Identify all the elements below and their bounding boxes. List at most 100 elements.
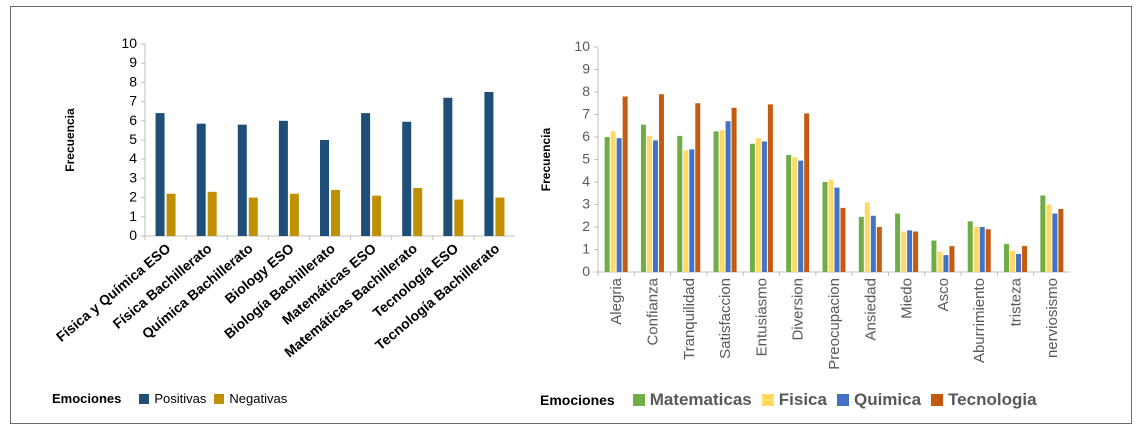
y-tick-label: 3 bbox=[129, 169, 137, 185]
y-tick-label: 2 bbox=[582, 218, 590, 234]
legend-swatch-quimica bbox=[836, 394, 849, 406]
bar-matematicas bbox=[967, 221, 973, 272]
bar-positivas bbox=[155, 113, 165, 236]
bar-positivas bbox=[278, 120, 288, 236]
bar-tecnologia bbox=[731, 107, 737, 272]
bar-fisica bbox=[755, 138, 761, 272]
bar-fisica bbox=[683, 150, 689, 272]
bar-matematicas bbox=[786, 155, 792, 272]
x-tick-label: tristeza bbox=[1008, 277, 1025, 326]
bar-matematicas bbox=[640, 124, 646, 272]
legend-label: Negativas bbox=[229, 391, 288, 406]
bar-matematicas bbox=[604, 137, 610, 272]
x-tick-label: Aburrimiento bbox=[971, 278, 988, 363]
x-tick-label: Confianza bbox=[644, 277, 661, 345]
y-tick-label: 3 bbox=[582, 196, 590, 212]
bar-matematicas bbox=[677, 135, 683, 272]
bar-negativas bbox=[207, 191, 217, 236]
bar-quimica bbox=[652, 140, 658, 272]
bar-tecnologia bbox=[695, 103, 701, 272]
y-tick-label: 5 bbox=[582, 151, 590, 167]
x-tick-label: Asco bbox=[935, 278, 952, 311]
figure-frame bbox=[10, 6, 1132, 424]
bar-quimica bbox=[943, 255, 949, 272]
x-tick-label: Miedo bbox=[899, 278, 916, 319]
bar-matematicas bbox=[1004, 243, 1010, 272]
bar-quimica bbox=[1016, 254, 1022, 272]
bar-tecnologia bbox=[949, 246, 955, 272]
x-tick-label: nerviosismo bbox=[1044, 278, 1061, 358]
legend-item-matematicas: Matematicas bbox=[632, 390, 752, 410]
bar-tecnologia bbox=[913, 231, 919, 272]
bar-fisica bbox=[864, 202, 870, 272]
bar-fisica bbox=[973, 227, 979, 272]
bar-tecnologia bbox=[1058, 209, 1064, 272]
bar-fisica bbox=[719, 130, 725, 272]
y-tick-label: 9 bbox=[129, 54, 137, 70]
bar-positivas bbox=[237, 124, 247, 236]
legend-label: Matematicas bbox=[649, 390, 752, 409]
x-tick-label: Entusiasmo bbox=[753, 278, 770, 356]
bar-negativas bbox=[331, 189, 340, 236]
legend-chart-2: Emociones Matematicas Fisica Quimica Tec… bbox=[540, 390, 1047, 410]
legend-title: Emociones bbox=[52, 391, 122, 406]
bar-matematicas bbox=[931, 240, 937, 272]
bar-negativas bbox=[454, 199, 464, 236]
bar-fisica bbox=[1046, 204, 1052, 272]
bar-tecnologia bbox=[658, 94, 664, 272]
legend-chart-1: Emociones Positivas Negativas bbox=[52, 391, 295, 406]
bar-negativas bbox=[372, 195, 382, 236]
x-tick-label: Diversion bbox=[790, 278, 807, 341]
bar-negativas bbox=[495, 197, 505, 236]
bar-negativas bbox=[289, 193, 299, 236]
legend-swatch-tecnologia bbox=[931, 394, 944, 406]
bar-positivas bbox=[320, 140, 329, 236]
bar-fisica bbox=[610, 131, 616, 272]
y-tick-label: 10 bbox=[121, 35, 137, 51]
bar-fisica bbox=[646, 135, 652, 272]
legend-swatch-positivas bbox=[139, 393, 150, 404]
bar-tecnologia bbox=[985, 229, 991, 272]
y-tick-label: 1 bbox=[129, 208, 137, 224]
legend-swatch-negativas bbox=[214, 393, 225, 404]
y-tick-label: 5 bbox=[129, 131, 137, 147]
legend-label: Quimica bbox=[853, 390, 922, 409]
bar-fisica bbox=[937, 251, 943, 272]
legend-label: Positivas bbox=[154, 391, 207, 406]
legend-label: Fisica bbox=[778, 390, 827, 409]
x-tick-label: Satisfaccion bbox=[717, 278, 734, 359]
bar-fisica bbox=[901, 231, 907, 272]
bar-negativas bbox=[413, 188, 423, 236]
bar-quimica bbox=[616, 138, 622, 272]
legend-item-fisica: Fisica bbox=[761, 390, 827, 410]
bar-tecnologia bbox=[622, 96, 628, 272]
bar-quimica bbox=[870, 215, 876, 272]
bar-fisica bbox=[828, 179, 834, 272]
bar-quimica bbox=[798, 160, 804, 272]
bar-matematicas bbox=[858, 216, 864, 272]
bar-positivas bbox=[196, 123, 206, 236]
y-tick-label: 6 bbox=[129, 112, 137, 128]
bar-quimica bbox=[761, 141, 767, 272]
bar-fisica bbox=[792, 157, 798, 272]
bar-quimica bbox=[689, 149, 695, 272]
bar-tecnologia bbox=[1022, 246, 1028, 272]
y-tick-label: 4 bbox=[582, 173, 590, 189]
bar-tecnologia bbox=[767, 104, 773, 272]
legend-swatch-matematicas bbox=[632, 394, 645, 406]
y-tick-label: 2 bbox=[129, 189, 137, 205]
legend-title: Emociones bbox=[540, 392, 615, 408]
bar-matematicas bbox=[713, 131, 719, 272]
bar-fisica bbox=[1010, 250, 1016, 272]
bar-tecnologia bbox=[840, 207, 846, 272]
legend-item-positivas: Positivas bbox=[139, 391, 206, 406]
y-tick-label: 7 bbox=[582, 106, 590, 122]
y-tick-label: 6 bbox=[582, 128, 590, 144]
y-tick-label: 10 bbox=[574, 38, 590, 54]
y-tick-label: 8 bbox=[582, 83, 590, 99]
x-tick-label: Preocupacion bbox=[826, 278, 843, 370]
bar-matematicas bbox=[895, 213, 901, 272]
bar-matematicas bbox=[749, 143, 755, 272]
